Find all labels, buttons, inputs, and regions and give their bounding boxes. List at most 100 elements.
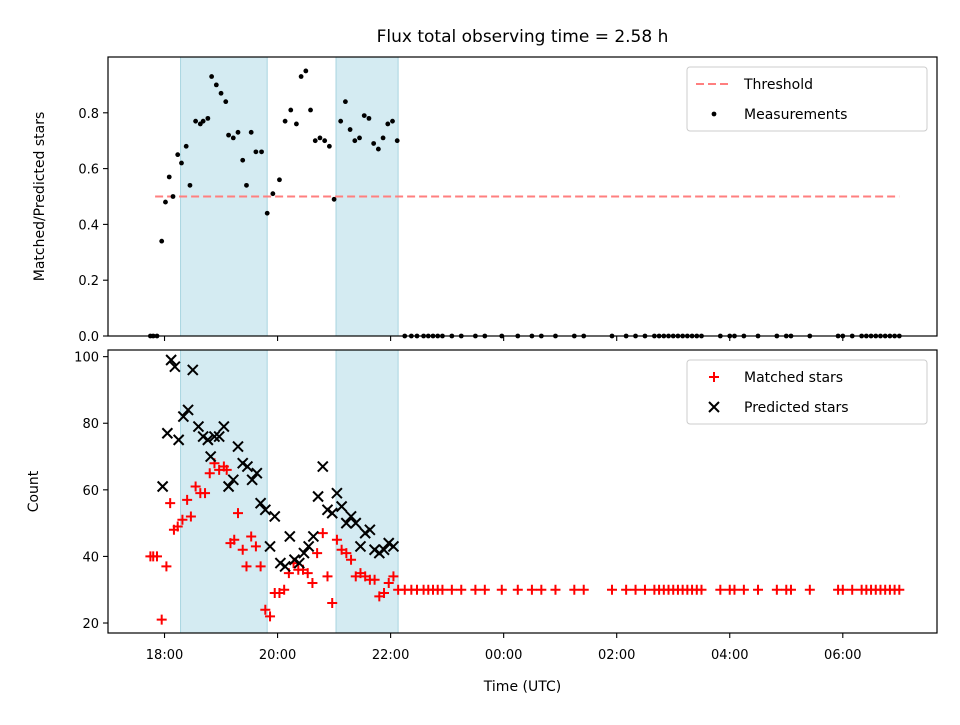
matched-star-point (221, 464, 232, 475)
matched-star-point (161, 561, 172, 572)
predicted-star-point (182, 404, 194, 416)
predicted-star-point (298, 547, 310, 559)
matched-star-point (379, 588, 390, 599)
predicted-star-point (222, 480, 235, 493)
legend: Matched stars Predicted stars (686, 359, 928, 425)
matched-star-point (172, 521, 183, 532)
matched-star-point (317, 528, 328, 539)
measurement-point (226, 132, 231, 138)
predicted-star-point (161, 427, 174, 439)
measurement-point (303, 68, 309, 74)
predicted-star-point (279, 560, 291, 573)
predicted-star-point (187, 364, 199, 376)
y-tick-label: 0.8 (78, 107, 99, 122)
matched-star-point (715, 584, 726, 595)
y-tick-label: 0.0 (78, 330, 99, 345)
predicted-star-point (345, 510, 357, 523)
measurement-point (298, 74, 304, 79)
matched-star-point (312, 548, 323, 559)
matched-star-point (346, 554, 357, 565)
matched-star-point (388, 571, 399, 582)
predicted-star-point (204, 450, 217, 463)
legend-label: Matched stars (744, 370, 843, 386)
predicted-star-point (326, 507, 338, 519)
predicted-star-point (387, 540, 400, 553)
y-axis-label: Count (26, 470, 42, 512)
legend-measurement-swatch (711, 111, 717, 117)
matched-star-point (738, 584, 749, 595)
predicted-star-point (213, 430, 225, 443)
matched-star-point (190, 481, 201, 492)
matched-star-point (496, 584, 507, 595)
matched-star-point (151, 551, 162, 562)
matched-star-point (233, 508, 244, 519)
measurement-point (352, 138, 358, 144)
matched-star-point (512, 584, 523, 595)
matched-star-point (177, 514, 188, 525)
matched-star-point (246, 531, 257, 542)
shaded-interval (335, 349, 399, 634)
matched-star-point (446, 584, 457, 595)
measurement-point (244, 182, 249, 188)
predicted-star-point (312, 490, 324, 503)
matched-star-point (255, 561, 266, 572)
matched-star-point (456, 584, 467, 595)
matched-star-point (307, 578, 318, 589)
matched-star-point (569, 584, 580, 595)
predicted-star-point (307, 530, 320, 543)
measurement-point (213, 82, 219, 88)
measurement-point (264, 210, 270, 216)
matched-star-point (383, 578, 394, 589)
matched-star-point (250, 541, 261, 552)
matched-star-point (470, 584, 481, 595)
y-tick-label: 40 (82, 550, 99, 565)
matched-star-point (229, 534, 240, 545)
measurement-point (218, 90, 224, 96)
matched-star-point (804, 584, 815, 595)
measurement-point (183, 143, 189, 149)
predicted-star-point (246, 474, 258, 486)
measurement-point (187, 182, 193, 188)
legend-box (686, 66, 928, 132)
predicted-star-point (259, 504, 272, 516)
predicted-star-point (317, 460, 329, 473)
predicted-star-point (156, 480, 169, 493)
y-tick-label: 0.2 (78, 274, 99, 289)
x-tick-label: 06:00 (824, 648, 861, 663)
matched-star-point (437, 584, 448, 595)
predicted-star-point (335, 500, 348, 513)
measurement-point (193, 118, 199, 124)
predicted-star-point (208, 430, 221, 443)
matched-star-point (322, 571, 333, 582)
chart-title: Flux total observing time = 2.58 h (377, 27, 669, 47)
matched-star-point (369, 574, 380, 585)
y-tick-label: 0.4 (78, 218, 99, 233)
matched-star-point (550, 584, 561, 595)
measurement-point (170, 194, 176, 199)
measurement-point (390, 118, 395, 124)
matched-star-point (578, 584, 589, 595)
matched-star-point (621, 584, 632, 595)
measurement-point (361, 113, 367, 118)
y-tick-label: 60 (82, 484, 99, 499)
matched-star-point (260, 604, 271, 615)
measurement-point (175, 152, 181, 158)
matched-star-point (894, 584, 905, 595)
measurement-point (385, 121, 391, 127)
predicted-star-point (254, 497, 267, 509)
matched-star-point (696, 584, 707, 595)
predicted-star-point (232, 440, 244, 453)
measurement-point (322, 138, 328, 144)
matched-star-point (241, 561, 252, 572)
predicted-star-point (202, 434, 214, 446)
x-tick-label: 02:00 (598, 648, 635, 663)
x-tick-label: 22:00 (372, 648, 409, 663)
measurement-point (253, 149, 259, 155)
measurement-point (259, 149, 264, 155)
predicted-star-point (169, 360, 181, 373)
matched-star-point (729, 584, 740, 595)
y-tick-label: 100 (74, 351, 99, 366)
predicted-star-point (264, 540, 276, 553)
x-axis-label: Time (UTC) (483, 679, 561, 695)
